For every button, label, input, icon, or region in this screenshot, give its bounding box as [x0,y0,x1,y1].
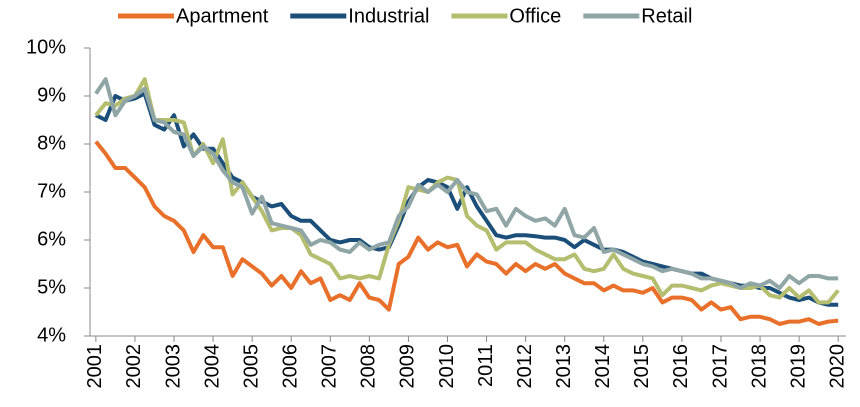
x-tick-label: 2010 [436,344,458,389]
x-tick-label: 2014 [592,344,614,389]
x-tick-label: 2005 [240,344,262,389]
legend-label: Industrial [348,5,429,27]
y-tick-label: 4% [37,324,66,346]
x-tick-label: 2011 [475,344,497,387]
y-tick-label: 9% [37,84,66,106]
x-tick-label: 2020 [826,344,848,389]
x-tick-label: 2016 [670,344,692,389]
y-tick-label: 7% [37,180,66,202]
series-line [95,91,839,307]
x-tick-label: 2015 [631,344,653,389]
x-tick-label: 2004 [201,344,223,389]
x-tick-label: 2017 [709,344,731,389]
series-line [94,140,839,326]
y-tick-label: 5% [37,276,66,298]
y-tick-label: 10% [26,36,66,58]
x-tick-label: 2006 [279,344,301,389]
x-tick-label: 2008 [358,344,380,389]
legend-label: Apartment [176,5,269,27]
x-tick-label: 2019 [787,344,809,389]
x-tick-label: 2009 [397,344,419,389]
series-line [94,77,839,290]
x-tick-label: 2002 [123,344,145,389]
series-line [94,77,840,305]
y-tick-label: 8% [37,132,66,154]
x-tick-label: 2001 [84,344,106,389]
x-tick-label: 2018 [748,344,770,389]
legend-label: Office [509,5,561,27]
y-tick-label: 6% [37,228,66,250]
x-tick-label: 2003 [162,344,184,389]
legend-label: Retail [641,5,692,27]
x-tick-label: 2013 [553,344,575,389]
x-tick-label: 2007 [319,344,341,389]
x-tick-label: 2012 [514,344,536,389]
